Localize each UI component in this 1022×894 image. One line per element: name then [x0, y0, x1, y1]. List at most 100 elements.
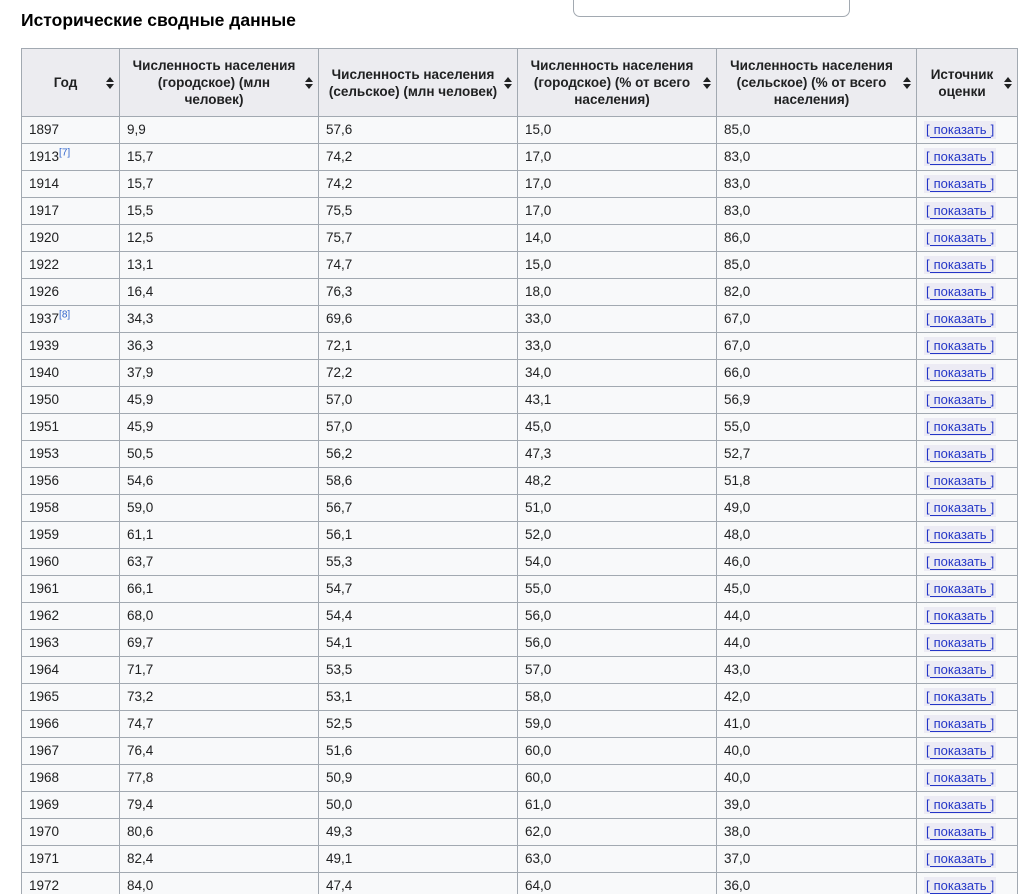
show-button[interactable]: [показать] [924, 769, 997, 787]
rural-mln-cell: 50,9 [318, 764, 518, 792]
show-link[interactable]: показать [929, 797, 991, 813]
rural-mln-cell: 54,7 [318, 575, 518, 603]
show-button[interactable]: [показать] [924, 121, 997, 139]
show-link[interactable]: показать [929, 284, 991, 300]
show-button[interactable]: [показать] [924, 202, 997, 220]
show-button[interactable]: [показать] [924, 472, 997, 490]
show-link[interactable]: показать [929, 176, 991, 192]
show-button[interactable]: [показать] [924, 607, 997, 625]
urban-mln-cell: 77,8 [119, 764, 319, 792]
show-link[interactable]: показать [929, 608, 991, 624]
sort-icon[interactable] [1004, 76, 1012, 89]
column-header-source[interactable]: Источник оценки [916, 48, 1018, 117]
show-button[interactable]: [показать] [924, 580, 997, 598]
column-header-urban-mln[interactable]: Численность населения (городское) (млн ч… [119, 48, 319, 117]
rural-pct-cell: 82,0 [716, 278, 917, 306]
show-link[interactable]: показать [929, 770, 991, 786]
show-link[interactable]: показать [929, 635, 991, 651]
show-link[interactable]: показать [929, 662, 991, 678]
table-row: 1950 45,9 57,0 43,1 56,9 [показать] [21, 386, 1018, 414]
urban-mln-cell: 9,9 [119, 116, 319, 144]
column-header-year[interactable]: Год [21, 48, 120, 117]
column-header-rural-mln[interactable]: Численность населения (сельское) (млн че… [318, 48, 518, 117]
show-link[interactable]: показать [929, 824, 991, 840]
column-header-rural-pct[interactable]: Численность населения (сельское) (% от в… [716, 48, 917, 117]
sort-icon[interactable] [903, 76, 911, 89]
urban-pct-cell: 55,0 [517, 575, 717, 603]
show-link[interactable]: показать [929, 338, 991, 354]
show-button[interactable]: [показать] [924, 283, 997, 301]
show-button[interactable]: [показать] [924, 688, 997, 706]
rural-pct-cell: 86,0 [716, 224, 917, 252]
show-link[interactable]: показать [929, 878, 991, 894]
show-link[interactable]: показать [929, 365, 991, 381]
table-row: 1939 36,3 72,1 33,0 67,0 [показать] [21, 332, 1018, 360]
source-cell: [показать] [916, 494, 1018, 522]
urban-pct-cell: 43,1 [517, 386, 717, 414]
show-button[interactable]: [показать] [924, 310, 997, 328]
show-button[interactable]: [показать] [924, 661, 997, 679]
show-link[interactable]: показать [929, 581, 991, 597]
show-link[interactable]: показать [929, 689, 991, 705]
sort-icon[interactable] [305, 76, 313, 89]
show-link[interactable]: показать [929, 419, 991, 435]
rural-pct-cell: 40,0 [716, 764, 917, 792]
show-link[interactable]: показать [929, 743, 991, 759]
rural-mln-cell: 74,7 [318, 251, 518, 279]
source-cell: [показать] [916, 656, 1018, 684]
column-header-label: Источник оценки [930, 66, 994, 99]
show-button[interactable]: [показать] [924, 337, 997, 355]
urban-mln-cell: 59,0 [119, 494, 319, 522]
show-link[interactable]: показать [929, 203, 991, 219]
column-header-urban-pct[interactable]: Численность населения (городское) (% от … [517, 48, 717, 117]
show-button[interactable]: [показать] [924, 850, 997, 868]
show-button[interactable]: [показать] [924, 364, 997, 382]
show-button[interactable]: [показать] [924, 148, 997, 166]
show-link[interactable]: показать [929, 716, 991, 732]
show-link[interactable]: показать [929, 392, 991, 408]
show-button[interactable]: [показать] [924, 634, 997, 652]
show-link[interactable]: показать [929, 473, 991, 489]
show-link[interactable]: показать [929, 311, 991, 327]
show-link[interactable]: показать [929, 500, 991, 516]
show-button[interactable]: [показать] [924, 553, 997, 571]
show-button[interactable]: [показать] [924, 526, 997, 544]
urban-pct-cell: 14,0 [517, 224, 717, 252]
show-button[interactable]: [показать] [924, 256, 997, 274]
show-link[interactable]: показать [929, 257, 991, 273]
year-cell: 1953 [21, 440, 120, 468]
sort-icon[interactable] [106, 76, 114, 89]
show-link[interactable]: показать [929, 230, 991, 246]
reference-link[interactable]: [8] [59, 309, 71, 321]
show-button[interactable]: [показать] [924, 796, 997, 814]
show-button[interactable]: [показать] [924, 445, 997, 463]
sort-icon[interactable] [703, 76, 711, 89]
show-button[interactable]: [показать] [924, 715, 997, 733]
urban-mln-cell: 63,7 [119, 548, 319, 576]
show-link[interactable]: показать [929, 446, 991, 462]
show-link[interactable]: показать [929, 149, 991, 165]
show-link[interactable]: показать [929, 527, 991, 543]
show-button[interactable]: [показать] [924, 499, 997, 517]
sort-icon[interactable] [504, 76, 512, 89]
urban-mln-cell: 15,7 [119, 170, 319, 198]
search-input[interactable] [573, 0, 850, 17]
rural-pct-cell: 45,0 [716, 575, 917, 603]
year-cell: 1913[7] [21, 143, 120, 171]
show-link[interactable]: показать [929, 554, 991, 570]
show-button[interactable]: [показать] [924, 229, 997, 247]
show-button[interactable]: [показать] [924, 742, 997, 760]
show-link[interactable]: показать [929, 122, 991, 138]
show-link[interactable]: показать [929, 851, 991, 867]
show-button[interactable]: [показать] [924, 877, 997, 894]
urban-pct-cell: 18,0 [517, 278, 717, 306]
source-cell: [показать] [916, 872, 1018, 894]
source-cell: [показать] [916, 386, 1018, 414]
urban-pct-cell: 64,0 [517, 872, 717, 894]
show-button[interactable]: [показать] [924, 391, 997, 409]
show-button[interactable]: [показать] [924, 823, 997, 841]
reference-link[interactable]: [7] [59, 147, 71, 159]
show-button[interactable]: [показать] [924, 418, 997, 436]
show-button[interactable]: [показать] [924, 175, 997, 193]
urban-mln-cell: 50,5 [119, 440, 319, 468]
